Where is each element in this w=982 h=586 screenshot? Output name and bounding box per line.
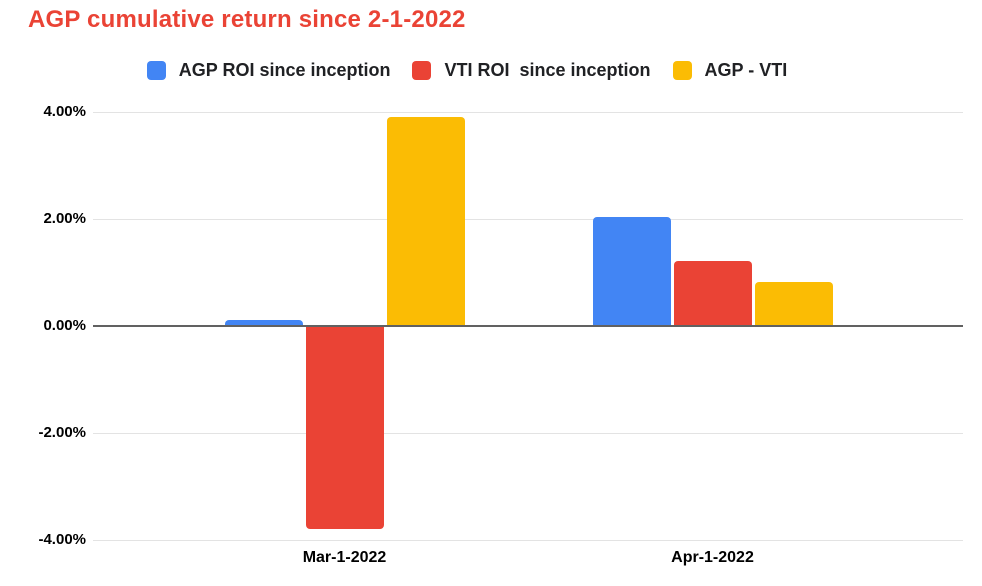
y-axis-tick-label: 4.00%: [43, 103, 86, 120]
legend-swatch-icon: [412, 61, 432, 80]
bar-mar-1-2022-agp-roi-since-inception[interactable]: [224, 320, 303, 326]
y-axis-tick-label: -2.00%: [38, 424, 86, 441]
bar-apr-1-2022-vti-roi-since-inception[interactable]: [673, 261, 752, 326]
gridline: [93, 433, 963, 434]
bar-mar-1-2022-agp-vti[interactable]: [386, 117, 465, 326]
zero-axis-line: [93, 325, 963, 327]
legend-label: VTI ROI since inception: [444, 60, 651, 80]
bar-mar-1-2022-vti-roi-since-inception[interactable]: [305, 326, 384, 529]
gridline: [93, 219, 963, 220]
bar-apr-1-2022-agp-roi-since-inception[interactable]: [592, 217, 671, 326]
x-axis-category-label: Mar-1-2022: [302, 549, 387, 566]
y-axis-tick-label: 0.00%: [43, 317, 86, 334]
bar-apr-1-2022-agp-vti[interactable]: [754, 282, 833, 326]
legend-label: AGP ROI since inception: [178, 60, 391, 80]
legend-item-agp-roi-since-inception[interactable]: AGP ROI since inception: [146, 60, 391, 81]
x-axis-category-label: Apr-1-2022: [671, 549, 754, 566]
y-axis-tick-label: 2.00%: [43, 210, 86, 227]
gridline: [93, 540, 963, 541]
legend-item-agp-vti[interactable]: AGP - VTI: [672, 60, 788, 81]
y-axis-tick-label: -4.00%: [38, 531, 86, 548]
gridline: [93, 112, 963, 113]
legend-label: AGP - VTI: [704, 60, 788, 80]
chart-title: AGP cumulative return since 2-1-2022: [28, 6, 466, 33]
chart-legend: AGP ROI since inception VTI ROI since inc…: [0, 60, 982, 81]
legend-swatch-icon: [672, 61, 692, 80]
legend-swatch-icon: [146, 61, 166, 80]
legend-item-vti-roi-since-inception[interactable]: VTI ROI since inception: [412, 60, 651, 81]
